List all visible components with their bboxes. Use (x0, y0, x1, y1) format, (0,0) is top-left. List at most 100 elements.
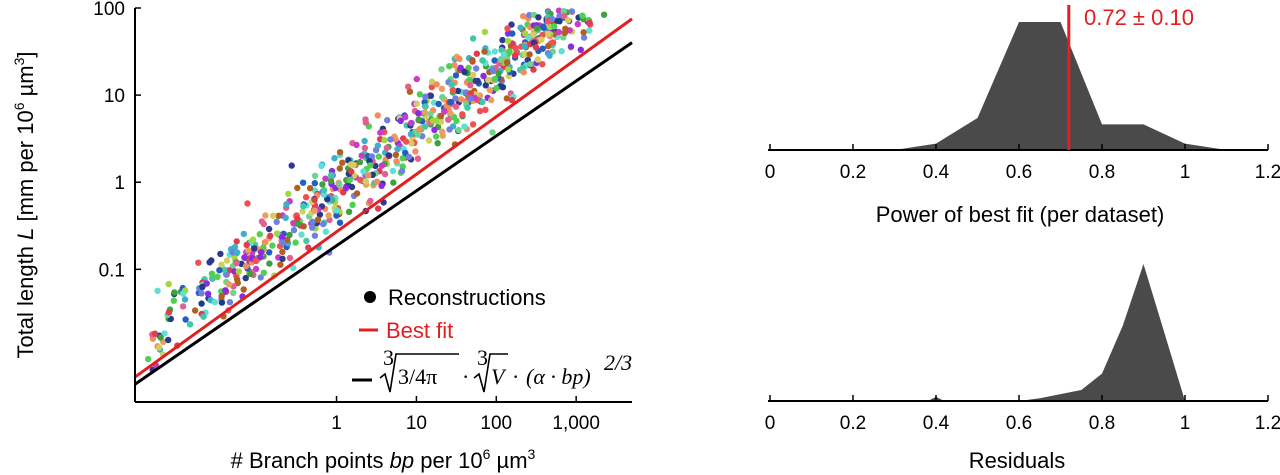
scatter-point (467, 95, 474, 103)
top-x-tick-label-3: 0.6 (1006, 162, 1032, 183)
scatter-point (231, 268, 238, 275)
scatter-point (462, 89, 469, 96)
formula-radical-2 (473, 353, 508, 393)
scatter-point (527, 60, 534, 68)
scatter-point (482, 82, 489, 89)
scatter-point (327, 172, 335, 179)
scatter-point (433, 81, 440, 88)
scatter-point (562, 25, 569, 32)
scatter-point (327, 177, 335, 185)
left-x-tick-label-3: 1,000 (552, 413, 600, 434)
scatter-point (508, 96, 516, 104)
left-y-tick-label-0: 0.1 (99, 260, 125, 281)
scatter-point (580, 29, 587, 36)
left-x-tick-label-1: 10 (406, 413, 427, 434)
formula-exponent: 2/3 (604, 350, 632, 375)
scatter-point (320, 220, 327, 228)
scatter-point (535, 14, 542, 21)
scatter-point (448, 81, 455, 88)
scatter-point (331, 155, 338, 162)
scatter-point (240, 286, 247, 293)
scatter-point (361, 137, 368, 145)
scatter-point (431, 126, 438, 134)
scatter-point (377, 129, 384, 136)
scatter-point (479, 57, 486, 64)
scatter-point (260, 269, 267, 276)
scatter-point (480, 72, 487, 80)
legend-dot-marker (364, 291, 376, 303)
scatter-point (556, 13, 563, 20)
scatter-point (405, 153, 413, 160)
scatter-point (336, 181, 343, 189)
scatter-point (405, 83, 412, 90)
scatter-point (446, 62, 453, 70)
scatter-point (429, 117, 437, 124)
scatter-point (394, 146, 401, 153)
scatter-point (233, 276, 241, 283)
scatter-point (233, 259, 240, 267)
scatter-point (385, 152, 393, 159)
scatter-point (473, 65, 480, 72)
scatter-point (362, 119, 370, 126)
scatter-point (345, 208, 353, 215)
scatter-point (214, 273, 221, 280)
legend-theory-formula: 3 3/4π · 3 V · (α · bp) 2/3 (379, 345, 632, 393)
scatter-point (555, 28, 563, 36)
scatter-point (508, 21, 515, 28)
scatter-point (311, 207, 318, 214)
scatter-point (309, 224, 316, 231)
left-y-tick-label-2: 10 (104, 86, 125, 107)
scatter-point (324, 196, 331, 203)
scatter-point (381, 136, 388, 144)
bottom-x-tick-label-1: 0.2 (840, 413, 866, 434)
bottom-x-tick-label-2: 0.4 (923, 413, 950, 434)
scatter-point (295, 220, 302, 227)
scatter-point (161, 330, 168, 337)
scatter-point (479, 98, 486, 106)
scatter-point (186, 321, 194, 328)
scatter-point (234, 249, 241, 256)
scatter-point (435, 100, 442, 108)
scatter-point (222, 287, 229, 294)
scatter-point (170, 297, 177, 304)
left-y-ticks: 0.1 1 10 100 (93, 0, 141, 281)
scatter-point (441, 108, 448, 115)
scatter-point (488, 96, 495, 104)
scatter-point (203, 280, 210, 287)
scatter-point (292, 239, 299, 246)
scatter-point (217, 250, 224, 258)
formula-dot-1: · (462, 364, 469, 389)
scatter-point (314, 216, 322, 223)
scatter-point (447, 98, 455, 106)
scatter-point (209, 275, 216, 282)
scatter-point (368, 153, 376, 160)
scatter-point (367, 197, 374, 205)
scatter-point (348, 168, 355, 175)
scatter-point (503, 95, 510, 102)
scatter-point (269, 242, 276, 249)
scatter-point (452, 103, 460, 110)
scatter-point (466, 76, 473, 84)
scatter-point (445, 116, 452, 123)
scatter-point (349, 201, 356, 208)
bottom-x-tick-label-6: 1.2 (1255, 413, 1280, 434)
scatter-point (256, 231, 263, 238)
scatter-point (526, 11, 533, 19)
formula-radical-1 (379, 353, 459, 393)
formula-root2-text: V (491, 364, 507, 389)
scatter-point (303, 237, 310, 245)
scatter-point (412, 148, 419, 155)
scatter-point (182, 316, 189, 323)
scatter-point (491, 75, 499, 83)
scatter-point (218, 299, 226, 306)
scatter-point (353, 141, 360, 149)
scatter-point (195, 259, 202, 266)
scatter-point (539, 60, 546, 68)
scatter-point (200, 313, 207, 320)
scatter-point (387, 136, 394, 143)
scatter-point (277, 261, 284, 268)
scatter-point (231, 244, 239, 251)
scatter-point (361, 144, 369, 152)
scatter-point (171, 289, 178, 296)
scatter-point (145, 355, 152, 363)
